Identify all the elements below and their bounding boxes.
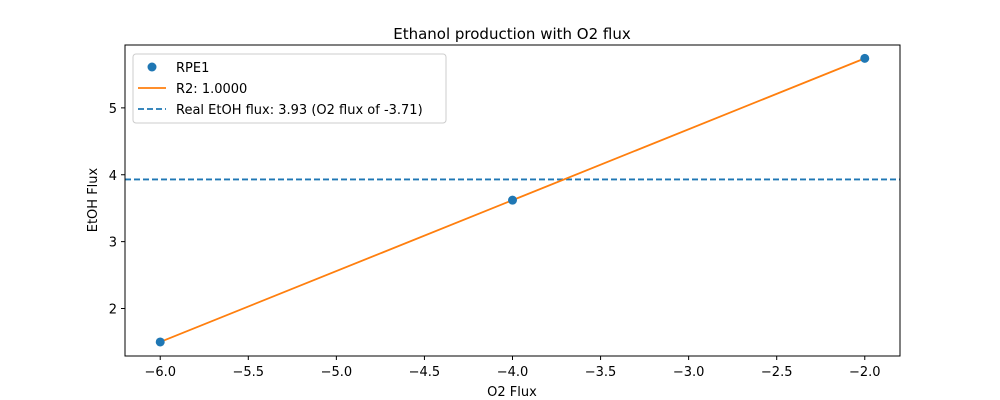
y-axis: 2 3 4 5 <box>109 102 125 318</box>
x-tick-label: −2.5 <box>761 365 793 380</box>
y-tick-label: 2 <box>109 303 117 318</box>
x-tick-label: −6.0 <box>144 365 176 380</box>
legend-label: RPE1 <box>176 61 209 76</box>
legend-box <box>132 53 447 124</box>
data-point <box>155 337 165 347</box>
legend-label: R2: 1.0000 <box>176 82 247 97</box>
y-tick-label: 5 <box>109 102 117 117</box>
plot-area <box>125 53 900 347</box>
legend-label: Real EtOH flux: 3.93 (O2 flux of -3.71) <box>176 103 423 118</box>
x-tick-label: −2.0 <box>849 365 881 380</box>
x-tick-label: −3.5 <box>585 365 617 380</box>
chart-title: Ethanol production with O2 flux <box>393 25 631 43</box>
x-tick-label: −3.0 <box>673 365 705 380</box>
data-point <box>860 53 870 63</box>
x-tick-label: −4.0 <box>497 365 529 380</box>
x-tick-label: −5.5 <box>233 365 265 380</box>
legend-marker-rpe1 <box>147 62 157 72</box>
x-tick-label: −4.5 <box>409 365 441 380</box>
y-tick-label: 3 <box>109 236 117 251</box>
x-axis: −6.0 −5.5 −5.0 −4.5 −4.0 −3.5 −3.0 −2.5 −2.0 <box>144 356 881 380</box>
y-axis-label: EtOH Flux <box>86 167 101 232</box>
y-tick-label: 4 <box>109 169 117 184</box>
x-axis-label: O2 Flux <box>487 385 537 400</box>
legend: RPE1 R2: 1.0000 Real EtOH flux: 3.93 (O2 f… <box>132 53 447 124</box>
x-tick-label: −5.0 <box>321 365 353 380</box>
data-point <box>508 195 517 205</box>
